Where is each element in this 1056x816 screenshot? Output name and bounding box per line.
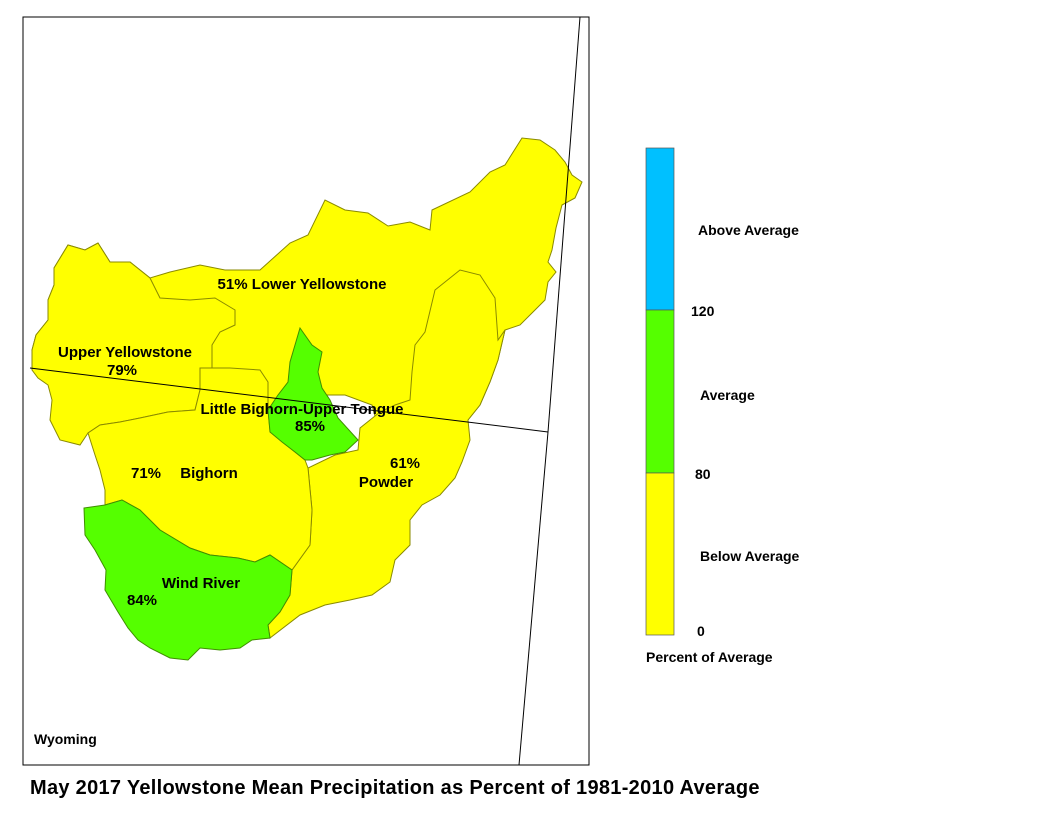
label-bighorn-percent: 71% [131,465,161,482]
legend-label-average: Average [700,387,755,403]
legend-swatch-below-average [645,472,675,636]
state-borders [29,16,581,766]
basin-little-bighorn-upper-tongue [267,326,359,461]
label-little-bighorn-percent: 85% [295,418,325,435]
label-powder-percent: 61% [390,455,420,472]
label-upper-yellowstone-name: Upper Yellowstone [58,344,192,361]
legend-label-below-average: Below Average [700,548,800,564]
legend-swatch-above-average [645,147,675,311]
legend: Above Average Average Below Average 120 … [645,147,800,665]
basin-wind-river [83,499,293,661]
montana-east-border [547,16,581,433]
state-label: Wyoming [34,731,97,747]
montana-wyoming-border [29,367,549,433]
basin-powder [267,269,506,639]
basins-layer [31,137,583,661]
label-wind-river-percent: 84% [127,592,157,609]
label-upper-yellowstone-percent: 79% [107,362,137,379]
label-bighorn-name: Bighorn [180,465,238,482]
legend-break-0: 0 [697,623,705,639]
label-powder-name: Powder [359,474,413,491]
figure-title: May 2017 Yellowstone Mean Precipitation … [30,777,760,799]
legend-break-80: 80 [695,466,711,482]
basin-upper-yellowstone [31,242,236,446]
legend-title: Percent of Average [646,649,773,665]
label-lower-yellowstone: 51% Lower Yellowstone [218,276,387,293]
label-wind-river-name: Wind River [162,575,240,592]
legend-break-120: 120 [691,303,715,319]
basin-labels: 51% Lower Yellowstone Upper Yellowstone … [58,276,420,609]
label-little-bighorn-name: Little Bighorn-Upper Tongue [200,401,403,418]
legend-label-above-average: Above Average [698,222,799,238]
legend-swatch-average [645,309,675,474]
wyoming-east-border [518,431,549,766]
